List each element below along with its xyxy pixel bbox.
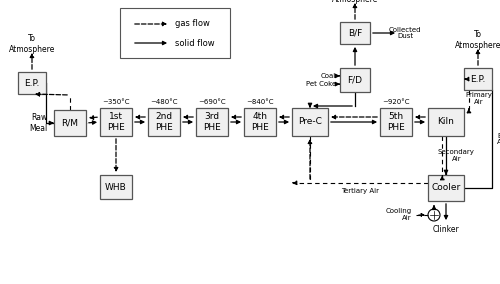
Text: 3rd
PHE: 3rd PHE — [203, 112, 221, 132]
Text: To
Atmosphere: To Atmosphere — [9, 34, 55, 54]
Text: gas flow: gas flow — [175, 20, 210, 28]
Text: solid flow: solid flow — [175, 39, 214, 47]
Text: 4th
PHE: 4th PHE — [251, 112, 269, 132]
Bar — [18, 72, 46, 94]
Text: ~690°C: ~690°C — [198, 99, 226, 105]
Text: Excess
Air: Excess Air — [497, 133, 500, 145]
Text: ~350°C: ~350°C — [102, 99, 130, 105]
Bar — [244, 108, 276, 136]
Bar — [340, 68, 370, 92]
Bar — [120, 8, 230, 58]
Text: Cooling
Air: Cooling Air — [386, 208, 412, 222]
Text: Raw
Meal: Raw Meal — [30, 113, 48, 133]
Text: WHB: WHB — [105, 183, 127, 191]
Text: Kiln: Kiln — [438, 118, 454, 126]
Text: 1st
PHE: 1st PHE — [107, 112, 125, 132]
Text: ~920°C: ~920°C — [382, 99, 410, 105]
Text: Pre-C: Pre-C — [298, 118, 322, 126]
Text: Secondary
Air: Secondary Air — [438, 149, 475, 162]
Text: Coal: Coal — [321, 73, 336, 79]
Text: E.P.: E.P. — [24, 78, 40, 87]
Bar — [340, 22, 370, 44]
Text: Pet Coke: Pet Coke — [306, 81, 336, 87]
Text: B/F: B/F — [348, 28, 362, 37]
Bar — [292, 108, 328, 136]
Text: E.P.: E.P. — [470, 74, 486, 83]
Text: Primary
Air: Primary Air — [466, 93, 492, 105]
Bar — [428, 175, 464, 201]
Text: 2nd
PHE: 2nd PHE — [155, 112, 173, 132]
Bar — [54, 110, 86, 136]
Bar — [100, 108, 132, 136]
Text: Tertiary Air: Tertiary Air — [341, 188, 379, 194]
Text: F/D: F/D — [348, 76, 362, 85]
Bar — [464, 68, 492, 90]
Text: To
Atmosphere: To Atmosphere — [455, 30, 500, 50]
Text: ~480°C: ~480°C — [150, 99, 178, 105]
Text: To
Atmosphere: To Atmosphere — [332, 0, 378, 4]
Bar — [428, 108, 464, 136]
Text: Collected
Dust: Collected Dust — [389, 26, 421, 39]
Text: ~840°C: ~840°C — [246, 99, 274, 105]
Bar — [100, 175, 132, 199]
Bar — [380, 108, 412, 136]
Text: 5th
PHE: 5th PHE — [387, 112, 405, 132]
Bar — [196, 108, 228, 136]
Bar — [148, 108, 180, 136]
Text: R/M: R/M — [62, 118, 78, 128]
Text: Cooler: Cooler — [432, 183, 460, 193]
Text: Clinker: Clinker — [432, 224, 460, 233]
